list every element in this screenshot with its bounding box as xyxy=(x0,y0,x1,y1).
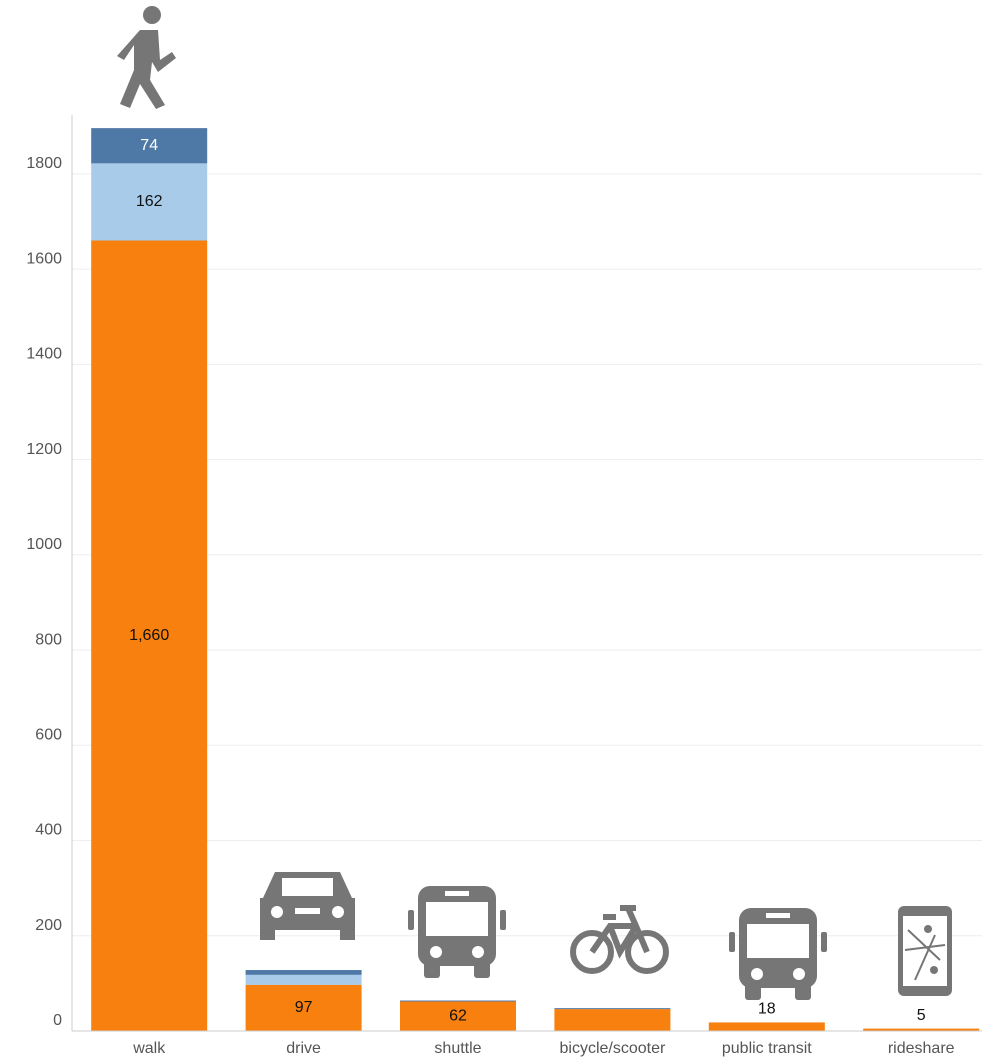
bar-segment xyxy=(91,128,208,164)
bar-segment xyxy=(863,1028,980,1031)
rideshare-icon xyxy=(898,906,952,996)
walk-icon xyxy=(117,6,176,109)
bar-segment xyxy=(91,240,208,1031)
data-label: 74 xyxy=(140,137,158,154)
y-tick-label: 1600 xyxy=(26,250,62,267)
data-label: 5 xyxy=(917,1007,926,1024)
y-tick-label: 1000 xyxy=(26,536,62,553)
bicycle-icon xyxy=(570,905,669,974)
bar-segment xyxy=(708,1022,825,1031)
bar-segment xyxy=(400,1000,516,1002)
x-tick-label: rideshare xyxy=(888,1040,955,1057)
y-tick-label: 0 xyxy=(53,1012,62,1029)
data-label: 162 xyxy=(136,193,163,210)
y-tick-label: 600 xyxy=(35,726,62,743)
x-tick-label: shuttle xyxy=(434,1040,481,1057)
bar-segment xyxy=(245,970,362,975)
data-label: 97 xyxy=(295,999,313,1016)
y-tick-label: 1800 xyxy=(26,155,62,172)
car-icon xyxy=(260,872,355,940)
data-label: 1,660 xyxy=(129,627,169,644)
bar-segment xyxy=(400,1001,516,1031)
data-label: 18 xyxy=(758,1001,776,1018)
transit-icon xyxy=(729,908,827,1000)
grid-layer xyxy=(72,173,982,1032)
bar-layer xyxy=(91,128,980,1031)
x-tick-label: bicycle/scooter xyxy=(559,1040,665,1057)
bar-segment xyxy=(91,163,208,241)
y-tick-label: 1200 xyxy=(26,441,62,458)
y-tick-label: 400 xyxy=(35,822,62,839)
y-tick-label: 200 xyxy=(35,917,62,934)
bar-segment xyxy=(554,1008,671,1010)
bar-segment xyxy=(245,974,362,985)
y-tick-label: 800 xyxy=(35,631,62,648)
y-tick-label: 1400 xyxy=(26,346,62,363)
x-tick-label: public transit xyxy=(722,1040,812,1057)
x-tick-label: walk xyxy=(132,1040,166,1057)
bar-segment xyxy=(245,984,362,1031)
x-tick-label: drive xyxy=(286,1040,321,1057)
data-label: 62 xyxy=(449,1007,467,1024)
bar-segment xyxy=(554,1009,671,1031)
shuttle-icon xyxy=(408,886,506,978)
